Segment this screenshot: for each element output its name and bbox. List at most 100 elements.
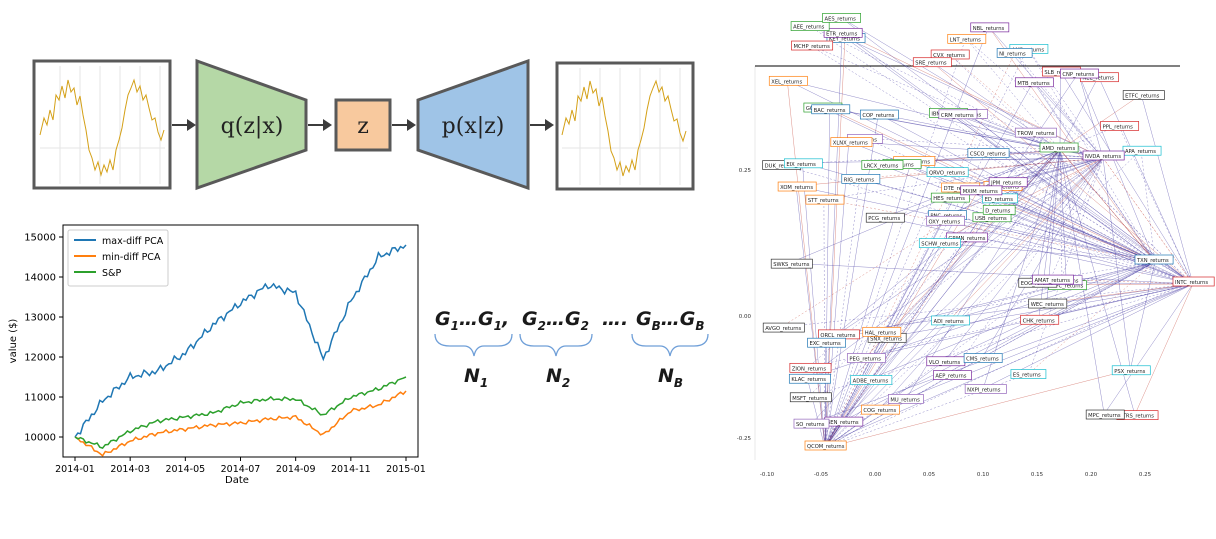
y-tick-label: 14000 [24, 273, 56, 284]
network-edge [880, 261, 1156, 332]
network-node: QCOM_returns [804, 440, 847, 451]
network-x-tick-label: 0.10 [977, 472, 990, 478]
network-node: CNP_returns [1060, 68, 1099, 79]
network-node-label: INTC_returns [1175, 280, 1208, 286]
network-node-label: WEC_returns [1031, 302, 1064, 308]
network-edge [1014, 52, 1104, 159]
group-b-sequence: GB…GB [636, 308, 705, 333]
network-edge [822, 283, 1194, 446]
network-node: VLO_returns [926, 356, 966, 367]
network-edge [981, 261, 1156, 358]
network-node: KLAC_returns [788, 373, 831, 384]
x-tick-label: 2014-03 [110, 464, 150, 475]
network-node-label: KLAC_returns [791, 377, 826, 383]
network-edge [964, 236, 1156, 263]
network-edge [880, 157, 1104, 332]
network-edge [1102, 157, 1192, 282]
latent-label: z [357, 114, 369, 139]
x-axis: 2014-01 2014-03 2014-05 2014-07 2014-09 2014-… [55, 457, 426, 475]
network-edge [951, 157, 1104, 375]
network-edge [1129, 261, 1156, 370]
decoder-label: p(x|z) [442, 114, 505, 139]
group-2-count: N2 [546, 365, 570, 390]
network-edge [809, 44, 1194, 285]
network-x-tick-label: 0.25 [1139, 472, 1152, 478]
network-node-label: ADBE_returns [853, 378, 889, 384]
network-node: XEL_returns [768, 75, 808, 86]
network-node: EXC_returns [807, 337, 846, 348]
network-node-label: ED_returns [985, 197, 1014, 203]
network-node: AMAT_returns [1032, 274, 1074, 285]
network-node: XOM_returns [777, 181, 817, 192]
network-node: CHK_returns [1020, 314, 1060, 325]
network-node-label: APA_returns [1125, 149, 1156, 155]
network-node: INTC_returns [1172, 276, 1215, 287]
network-node-label: NVDA_returns [1085, 154, 1121, 160]
network-edge [824, 81, 1034, 449]
network-edge [823, 199, 826, 449]
network-edge [1078, 72, 1104, 159]
network-node-label: PPL_returns [1103, 124, 1134, 130]
network-edge [981, 157, 1104, 358]
network-x-tick-label: 0.15 [1031, 472, 1044, 478]
network-edge [824, 150, 1142, 449]
network-node-label: ETFC_returns [1125, 94, 1160, 100]
group-b-brace [631, 333, 709, 357]
network-node-label: SO_returns [796, 422, 825, 428]
network-edge [1061, 279, 1194, 285]
network-node: OXY_returns [926, 215, 965, 226]
network-node-label: CMA_returns [986, 184, 1019, 190]
network-edge [802, 162, 826, 449]
network-node-label: EIX_returns [786, 162, 816, 168]
network-node-label: BAC_returns [814, 108, 846, 114]
network-edge [944, 220, 1194, 285]
network-node-label: AMAT_returns [1034, 278, 1070, 284]
network-node-label: ES_returns [1013, 373, 1041, 379]
network-edge [824, 186, 960, 449]
network-node: COG_returns [861, 404, 900, 415]
network-node: MXIM_returns [960, 185, 1003, 196]
network-node-label: CSCO_returns [970, 151, 1006, 157]
network-node: PPL_returns [1100, 121, 1140, 131]
network-y-tick-label: -0.25 [737, 436, 752, 442]
network-edge [808, 25, 1061, 151]
legend: max-diff PCA min-diff PCA S&P [67, 229, 169, 287]
network-node-label: MTB_returns [1017, 81, 1050, 87]
network-edge [808, 25, 1194, 285]
network-x-tick-label: 0.05 [923, 472, 936, 478]
network-edge [789, 262, 1194, 285]
network-y-tick-label: 0.00 [739, 314, 752, 320]
network-edge [1028, 157, 1104, 374]
network-node: SWKS_returns [770, 258, 813, 269]
network-node: AEE_returns [790, 21, 830, 31]
network-node: PEG_returns [846, 353, 886, 363]
network-node-label: MU_returns [890, 397, 920, 403]
network-node-label: NEE_returns [1082, 76, 1114, 82]
latent-block [334, 98, 392, 152]
network-node-label: GRMN_returns [948, 236, 985, 242]
network-edge [949, 157, 1104, 321]
network-edge [824, 178, 861, 449]
group-diagram: G1…G1, G2…G2 …. GB…GB N1 N2 NB [434, 308, 709, 390]
network-node: AMD_returns [1039, 142, 1079, 153]
group-b-count: NB [658, 365, 683, 390]
network-edge [780, 149, 1061, 165]
network-edge [937, 157, 1104, 243]
network-node: ZION_returns [789, 362, 832, 373]
network-node-label: TXN_returns [1136, 258, 1169, 264]
network-node: ES_returns [1010, 369, 1047, 379]
network-node-label: DTE_returns [944, 186, 976, 192]
x-tick-label: 2014-05 [165, 464, 205, 475]
network-node-label: AEE_returns [793, 25, 825, 31]
network-node: MTB_returns [1014, 77, 1054, 88]
plot-area [62, 224, 419, 458]
network-node-label: QCOM_returns [807, 444, 845, 450]
network-axis-ticks: 0.25 0.00 -0.25 -0.10 -0.05 0.00 0.05 0.10 0.15 0… [737, 168, 1152, 478]
network-node: ED_returns [982, 193, 1018, 204]
network-node: MCHP_returns [791, 40, 834, 51]
network-node-label: HES_returns [933, 196, 965, 202]
network-edge [985, 152, 1156, 263]
network-node-label: ETR_returns [826, 31, 858, 37]
network-node: COP_returns [859, 109, 899, 120]
